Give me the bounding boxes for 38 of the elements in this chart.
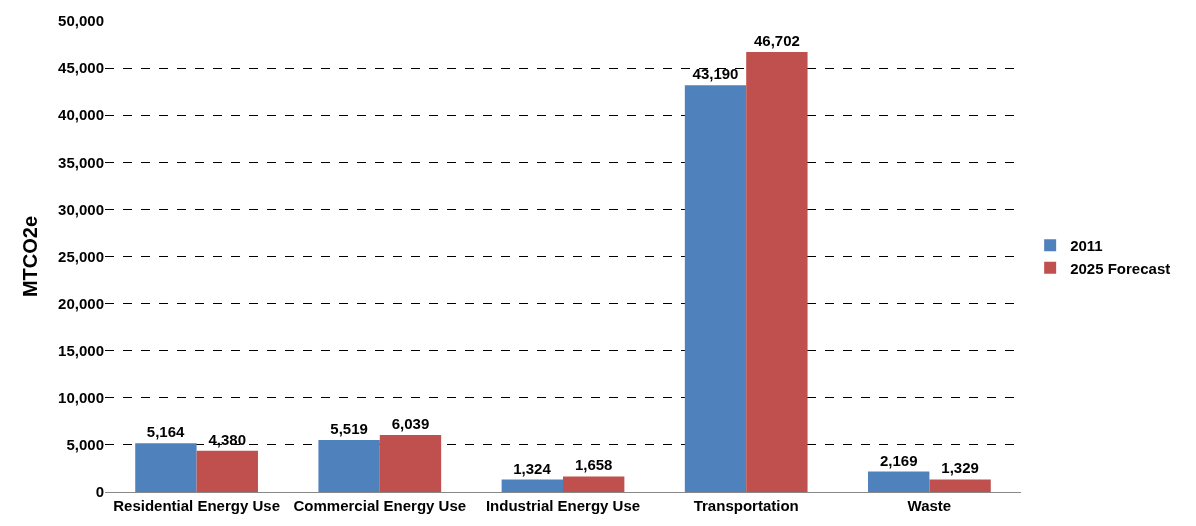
legend-label: 2011 — [1070, 237, 1103, 255]
data-label: 43,190 — [692, 65, 739, 83]
data-label: 5,519 — [330, 420, 368, 438]
bar — [746, 52, 808, 492]
y-tick-label: 10,000 — [58, 389, 104, 407]
legend-label: 2025 Forecast — [1070, 259, 1171, 277]
y-tick-label: 50,000 — [58, 12, 104, 30]
bar — [501, 479, 563, 492]
y-tick-label: 40,000 — [58, 106, 104, 124]
data-label: 1,329 — [941, 459, 979, 477]
bar — [135, 443, 197, 492]
bar — [684, 85, 747, 492]
y-tick-label: 0 — [95, 483, 104, 501]
y-tick-label: 20,000 — [58, 294, 104, 312]
bar — [196, 450, 258, 492]
y-tick-label: 45,000 — [58, 59, 104, 77]
bar — [868, 471, 930, 492]
y-tick-label: 15,000 — [58, 341, 104, 359]
data-label: 1,658 — [574, 456, 613, 474]
y-tick-label: 30,000 — [58, 200, 104, 218]
bar — [318, 440, 380, 492]
y-tick-label: 25,000 — [58, 247, 104, 265]
data-label: 2,169 — [879, 451, 918, 469]
x-tick-label: Transportation — [693, 497, 799, 514]
data-label: 5,164 — [146, 423, 186, 441]
bar — [563, 476, 625, 492]
y-tick-label: 35,000 — [58, 153, 104, 171]
x-tick-label: Industrial Energy Use — [485, 497, 641, 514]
bar — [379, 435, 442, 492]
data-label: 6,039 — [391, 415, 430, 433]
y-tick-label: 5,000 — [66, 436, 104, 454]
data-label: 46,702 — [753, 32, 800, 50]
data-label: 1,324 — [513, 459, 552, 477]
bar — [929, 479, 991, 492]
x-tick-label: Commercial Energy Use — [293, 497, 467, 514]
x-tick-label: Residential Energy Use — [113, 497, 280, 514]
y-axis-title: MTCO2e — [18, 215, 41, 298]
x-tick-label: Waste — [907, 497, 952, 514]
